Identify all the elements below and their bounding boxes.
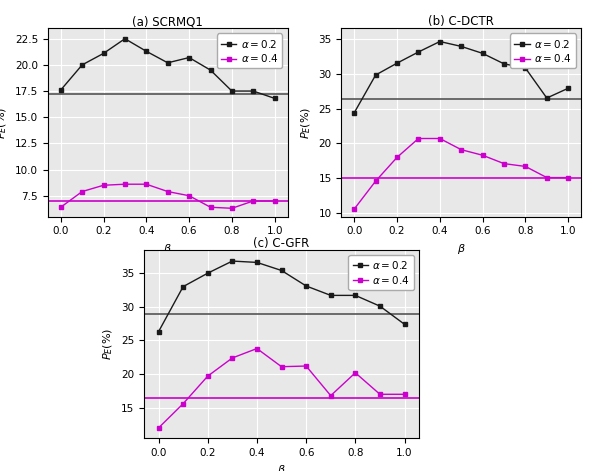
$\alpha = 0.4$ xyxy=(302,363,310,369)
Legend: $\alpha = 0.2$, $\alpha = 0.4$: $\alpha = 0.2$, $\alpha = 0.4$ xyxy=(510,33,576,68)
$\alpha = 0.4$ xyxy=(180,401,187,406)
$\alpha = 0.2$ xyxy=(401,322,408,327)
$\alpha = 0.4$ xyxy=(479,153,486,158)
$\alpha = 0.2$ xyxy=(143,49,150,54)
$\alpha = 0.2$ xyxy=(204,270,211,276)
$\alpha = 0.2$ xyxy=(458,44,465,49)
$\alpha = 0.4$ xyxy=(458,147,465,153)
Line: $\alpha = 0.4$: $\alpha = 0.4$ xyxy=(156,346,407,430)
$\alpha = 0.4$ xyxy=(543,175,550,180)
Y-axis label: $P_E(\%)$: $P_E(\%)$ xyxy=(102,328,115,360)
$\alpha = 0.2$ xyxy=(500,61,507,67)
$\alpha = 0.2$ xyxy=(155,329,162,334)
$\alpha = 0.4$ xyxy=(100,182,107,188)
$\alpha = 0.2$ xyxy=(207,67,214,73)
$\alpha = 0.4$ xyxy=(278,364,285,370)
$\alpha = 0.4$ xyxy=(436,136,443,141)
$\alpha = 0.4$ xyxy=(228,205,235,211)
Legend: $\alpha = 0.2$, $\alpha = 0.4$: $\alpha = 0.2$, $\alpha = 0.4$ xyxy=(349,255,414,290)
$\alpha = 0.4$ xyxy=(271,198,279,204)
$\alpha = 0.2$ xyxy=(376,303,383,309)
$\alpha = 0.4$ xyxy=(186,193,193,199)
$\alpha = 0.2$ xyxy=(479,50,486,56)
X-axis label: $\beta$: $\beta$ xyxy=(457,242,465,256)
$\alpha = 0.4$ xyxy=(250,198,257,204)
Line: $\alpha = 0.4$: $\alpha = 0.4$ xyxy=(58,182,277,211)
$\alpha = 0.2$ xyxy=(415,49,422,55)
$\alpha = 0.2$ xyxy=(253,260,261,265)
$\alpha = 0.4$ xyxy=(565,175,572,180)
$\alpha = 0.2$ xyxy=(186,55,193,60)
$\alpha = 0.4$ xyxy=(372,178,379,184)
$\alpha = 0.4$ xyxy=(350,206,358,212)
Title: (c) C-GFR: (c) C-GFR xyxy=(253,236,310,250)
Title: (b) C-DCTR: (b) C-DCTR xyxy=(428,15,494,28)
$\alpha = 0.2$ xyxy=(565,85,572,91)
$\alpha = 0.4$ xyxy=(500,161,507,166)
Line: $\alpha = 0.4$: $\alpha = 0.4$ xyxy=(352,136,571,211)
$\alpha = 0.2$ xyxy=(372,72,379,78)
$\alpha = 0.2$ xyxy=(228,88,235,94)
Line: $\alpha = 0.2$: $\alpha = 0.2$ xyxy=(352,39,571,115)
$\alpha = 0.2$ xyxy=(57,87,64,93)
$\alpha = 0.2$ xyxy=(543,95,550,101)
$\alpha = 0.4$ xyxy=(376,391,383,397)
Legend: $\alpha = 0.2$, $\alpha = 0.4$: $\alpha = 0.2$, $\alpha = 0.4$ xyxy=(217,33,282,68)
$\alpha = 0.4$ xyxy=(155,425,162,431)
Y-axis label: $P_E(\%)$: $P_E(\%)$ xyxy=(0,106,10,138)
$\alpha = 0.2$ xyxy=(180,284,187,290)
$\alpha = 0.4$ xyxy=(164,189,171,195)
$\alpha = 0.4$ xyxy=(57,204,64,210)
$\alpha = 0.2$ xyxy=(352,292,359,298)
$\alpha = 0.4$ xyxy=(143,181,150,187)
$\alpha = 0.2$ xyxy=(271,96,279,101)
$\alpha = 0.4$ xyxy=(78,189,86,195)
$\alpha = 0.4$ xyxy=(122,181,129,187)
$\alpha = 0.4$ xyxy=(204,374,211,379)
$\alpha = 0.4$ xyxy=(394,154,401,160)
$\alpha = 0.2$ xyxy=(394,60,401,66)
$\alpha = 0.4$ xyxy=(207,204,214,210)
$\alpha = 0.4$ xyxy=(327,393,334,398)
$\alpha = 0.2$ xyxy=(522,65,529,71)
$\alpha = 0.2$ xyxy=(250,88,257,94)
$\alpha = 0.2$ xyxy=(278,268,285,273)
$\alpha = 0.4$ xyxy=(352,370,359,375)
X-axis label: $\beta$: $\beta$ xyxy=(164,242,172,256)
$\alpha = 0.2$ xyxy=(100,50,107,56)
$\alpha = 0.2$ xyxy=(122,36,129,41)
$\alpha = 0.2$ xyxy=(229,258,236,264)
$\alpha = 0.2$ xyxy=(436,39,443,44)
$\alpha = 0.4$ xyxy=(401,391,408,397)
$\alpha = 0.4$ xyxy=(253,346,261,351)
$\alpha = 0.2$ xyxy=(78,62,86,68)
Line: $\alpha = 0.2$: $\alpha = 0.2$ xyxy=(156,259,407,334)
$\alpha = 0.2$ xyxy=(164,60,171,65)
$\alpha = 0.2$ xyxy=(327,292,334,298)
$\alpha = 0.2$ xyxy=(350,110,358,115)
$\alpha = 0.2$ xyxy=(302,283,310,289)
Y-axis label: $P_E(\%)$: $P_E(\%)$ xyxy=(300,106,313,138)
Title: (a) SCRMQ1: (a) SCRMQ1 xyxy=(132,15,203,28)
X-axis label: $\beta$: $\beta$ xyxy=(277,463,286,471)
$\alpha = 0.4$ xyxy=(229,355,236,361)
$\alpha = 0.4$ xyxy=(415,136,422,141)
Line: $\alpha = 0.2$: $\alpha = 0.2$ xyxy=(58,36,277,101)
$\alpha = 0.4$ xyxy=(522,163,529,169)
